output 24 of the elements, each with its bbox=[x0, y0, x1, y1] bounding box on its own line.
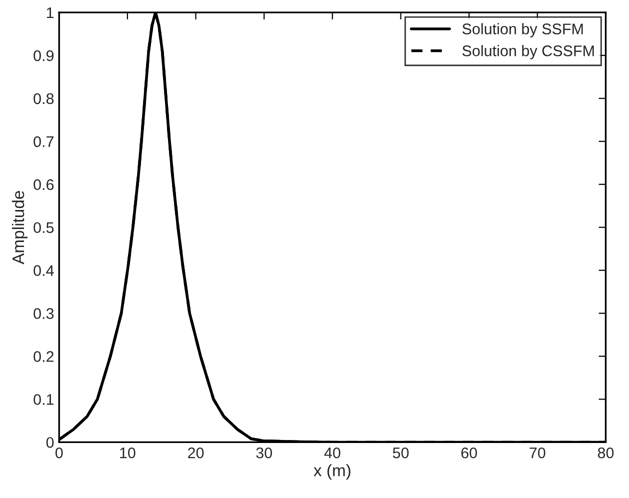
x-axis-title: x (m) bbox=[314, 464, 350, 480]
y-tick-label: 0.7 bbox=[34, 136, 54, 148]
y-tick-label: 0.3 bbox=[34, 308, 54, 319]
x-tick-label: 50 bbox=[392, 447, 409, 458]
x-tick-label: 20 bbox=[188, 447, 204, 458]
y-tick-label: 0 bbox=[46, 437, 54, 448]
x-tick-label: 30 bbox=[256, 447, 272, 458]
y-tick-label: 0.6 bbox=[34, 179, 54, 190]
x-tick-label: 70 bbox=[530, 447, 546, 458]
y-tick-label: 0.4 bbox=[34, 265, 54, 276]
legend-label: Solution by CSSFM bbox=[462, 45, 594, 60]
y-tick-label: 1 bbox=[46, 7, 54, 18]
x-tick-label: 60 bbox=[461, 447, 477, 458]
y-tick-label: 0.8 bbox=[34, 93, 54, 104]
y-tick-label: 0.9 bbox=[34, 50, 54, 62]
y-axis-title: Amplitude bbox=[12, 191, 28, 264]
x-tick-label: 40 bbox=[324, 447, 340, 458]
y-tick-label: 0.1 bbox=[34, 394, 54, 405]
x-tick-label: 0 bbox=[55, 447, 63, 458]
x-tick-label: 80 bbox=[598, 447, 614, 458]
legend-label: Solution by SSFM bbox=[462, 23, 583, 38]
x-tick-label: 10 bbox=[120, 447, 136, 458]
y-tick-label: 0.2 bbox=[34, 351, 54, 362]
y-tick-label: 0.5 bbox=[34, 222, 54, 234]
